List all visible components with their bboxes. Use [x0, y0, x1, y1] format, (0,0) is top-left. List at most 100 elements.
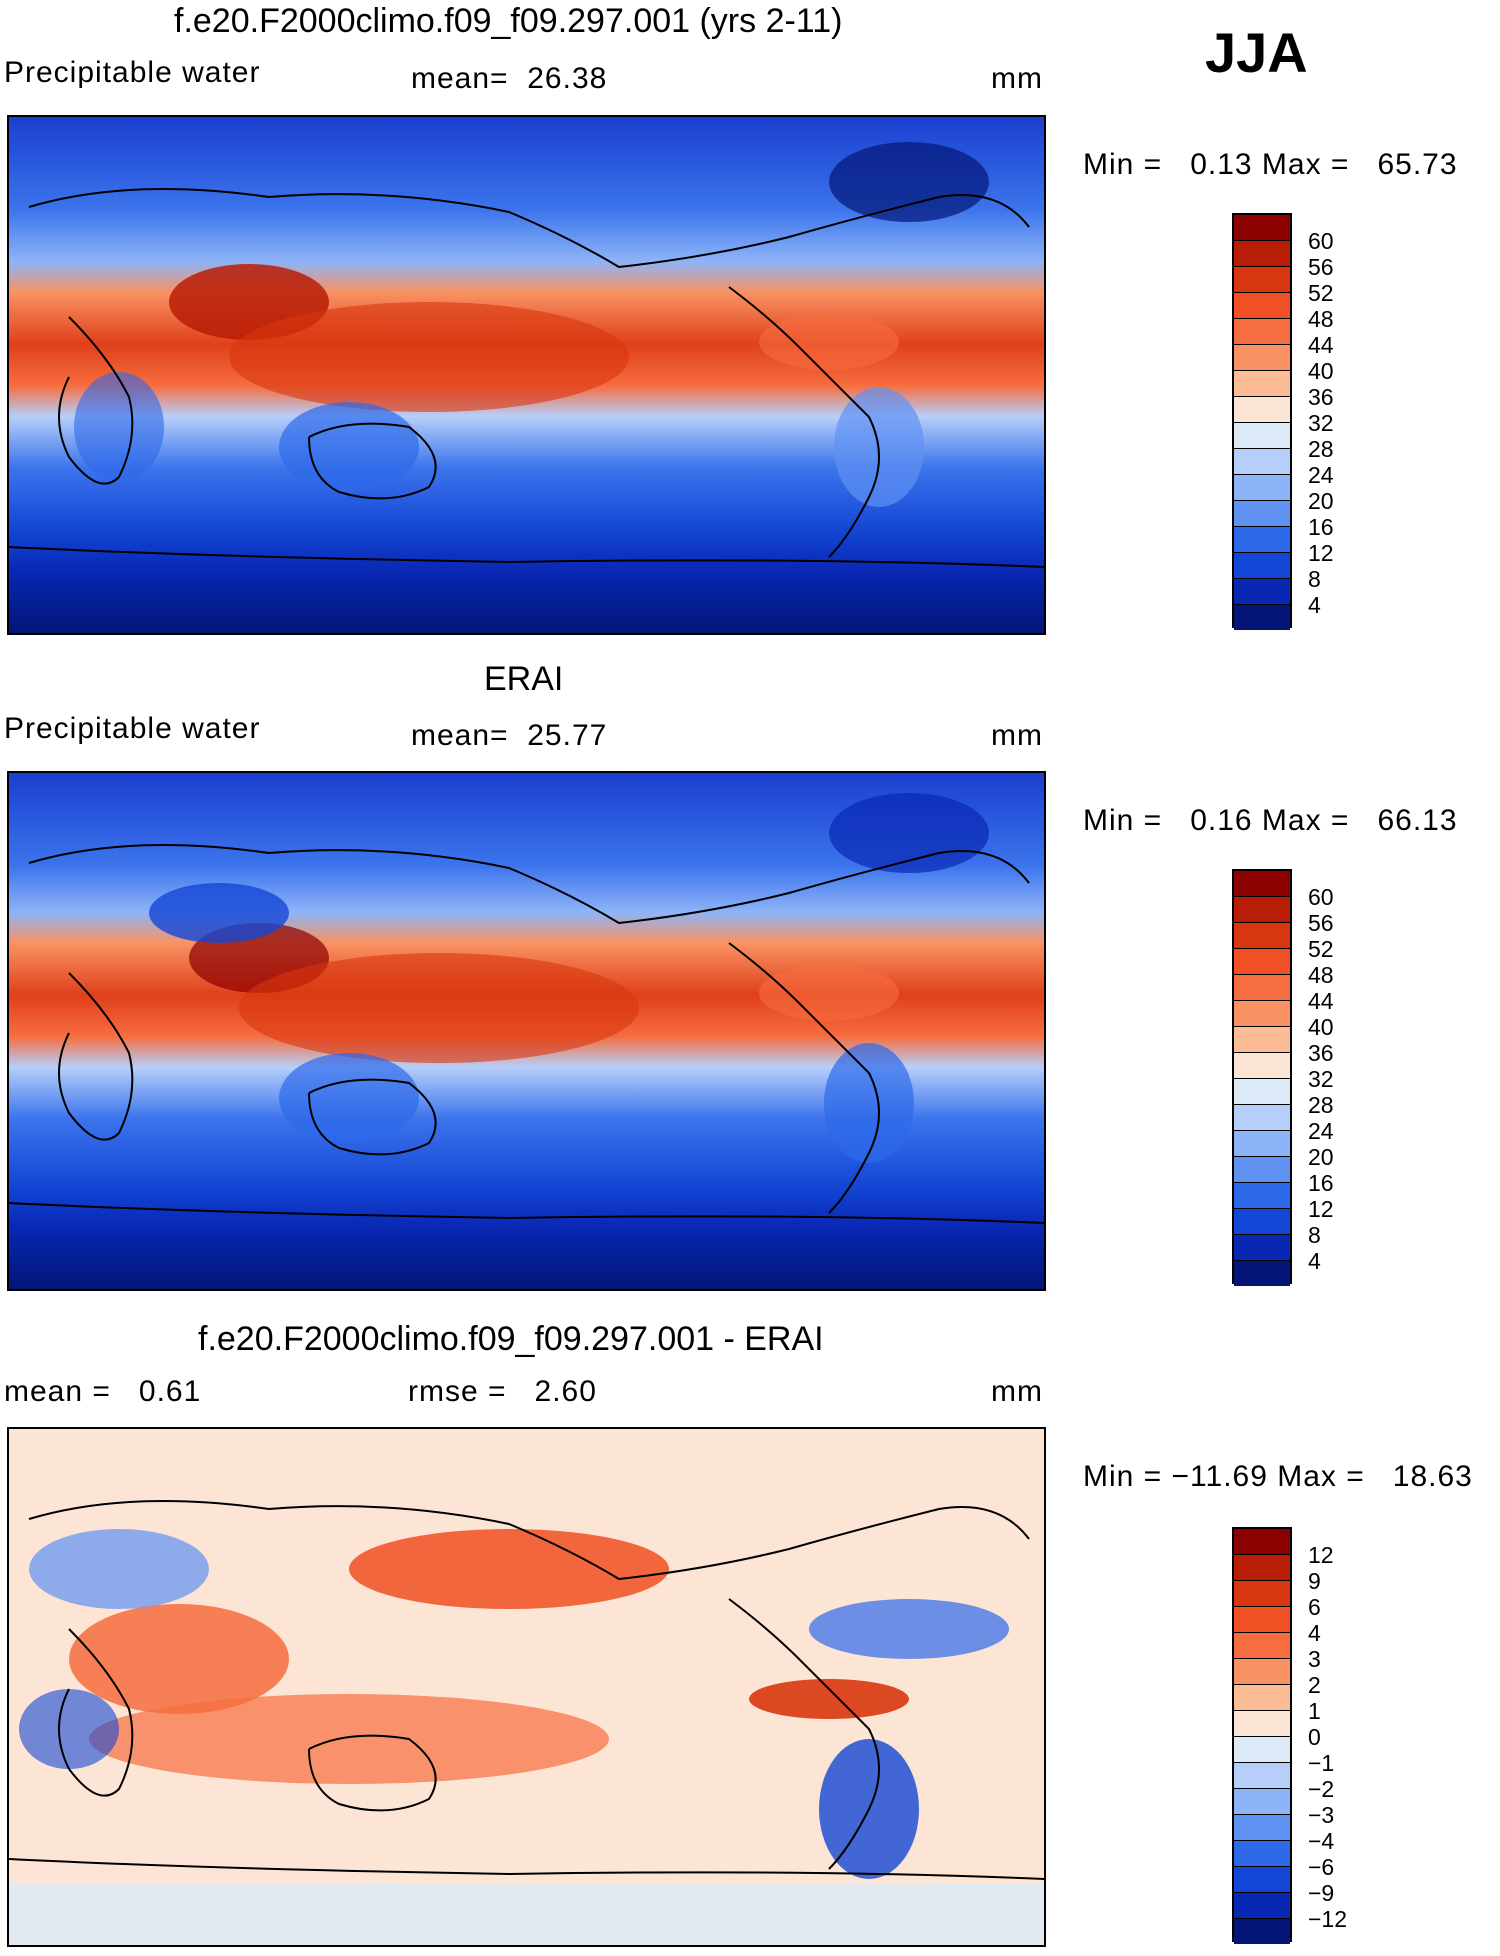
colorbar-tick: 16: [1308, 1170, 1334, 1196]
colorbar-tick: 56: [1308, 910, 1334, 936]
panel-1-title: f.e20.F2000climo.f09_f09.297.001 (yrs 2-…: [174, 2, 843, 40]
colorbar-swatch: [1234, 1529, 1290, 1555]
colorbar-swatch: [1234, 1685, 1290, 1711]
colorbar-swatch: [1234, 1737, 1290, 1763]
colorbar-swatch: [1234, 527, 1290, 553]
colorbar-swatch: [1234, 1789, 1290, 1815]
colorbar-swatch: [1234, 975, 1290, 1001]
colorbar-tick: 16: [1308, 514, 1334, 540]
colorbar-swatch: [1234, 1659, 1290, 1685]
colorbar-tick: 32: [1308, 1066, 1334, 1092]
colorbar-swatch: [1234, 1763, 1290, 1789]
panel-2-minmax: Min = 0.16 Max = 66.13: [1083, 804, 1458, 837]
panel-1-map: [7, 115, 1046, 635]
panel-1-colorbar: [1232, 213, 1292, 630]
panel-3-units: mm: [991, 1375, 1043, 1408]
panel-3-title: f.e20.F2000climo.f09_f09.297.001 - ERAI: [198, 1320, 824, 1358]
colorbar-swatch: [1234, 241, 1290, 267]
colorbar-swatch: [1234, 579, 1290, 605]
colorbar-swatch: [1234, 1183, 1290, 1209]
colorbar-swatch: [1234, 345, 1290, 371]
colorbar-tick: 60: [1308, 884, 1334, 910]
colorbar-swatch: [1234, 1157, 1290, 1183]
colorbar-swatch: [1234, 1711, 1290, 1737]
season-label: JJA: [1205, 21, 1308, 84]
colorbar-swatch: [1234, 397, 1290, 423]
colorbar-swatch: [1234, 215, 1290, 241]
colorbar-tick: 60: [1308, 228, 1334, 254]
colorbar-swatch: [1234, 1079, 1290, 1105]
colorbar-swatch: [1234, 1105, 1290, 1131]
colorbar-tick: −12: [1308, 1906, 1348, 1932]
colorbar-swatch: [1234, 267, 1290, 293]
colorbar-swatch: [1234, 1919, 1290, 1944]
colorbar-tick: 12: [1308, 540, 1334, 566]
panel-2-colorbar: [1232, 869, 1292, 1286]
colorbar-swatch: [1234, 1581, 1290, 1607]
colorbar-tick: 36: [1308, 384, 1334, 410]
colorbar-tick: 56: [1308, 254, 1334, 280]
colorbar-swatch: [1234, 871, 1290, 897]
colorbar-tick: 24: [1308, 1118, 1334, 1144]
panel-3-colorbar: [1232, 1527, 1292, 1944]
colorbar-swatch: [1234, 1001, 1290, 1027]
colorbar-swatch: [1234, 1131, 1290, 1157]
colorbar-swatch: [1234, 1841, 1290, 1867]
colorbar-tick: 4: [1308, 592, 1321, 618]
colorbar-swatch: [1234, 1607, 1290, 1633]
colorbar-swatch: [1234, 1027, 1290, 1053]
colorbar-swatch: [1234, 1261, 1290, 1286]
colorbar-swatch: [1234, 1053, 1290, 1079]
colorbar-swatch: [1234, 1815, 1290, 1841]
colorbar-tick: 28: [1308, 436, 1334, 462]
colorbar-tick: 44: [1308, 988, 1334, 1014]
panel-2-units: mm: [991, 719, 1043, 752]
colorbar-swatch: [1234, 371, 1290, 397]
colorbar-tick: 40: [1308, 358, 1334, 384]
colorbar-tick: −6: [1308, 1854, 1335, 1880]
colorbar-swatch: [1234, 293, 1290, 319]
panel-3-map: [7, 1427, 1046, 1947]
colorbar-swatch: [1234, 423, 1290, 449]
panel-3-rmse-label: rmse = 2.60: [408, 1375, 597, 1408]
colorbar-tick: −1: [1308, 1750, 1335, 1776]
colorbar-tick: 8: [1308, 566, 1321, 592]
colorbar-tick: 12: [1308, 1196, 1334, 1222]
panel-3-minmax: Min = −11.69 Max = 18.63: [1083, 1460, 1473, 1493]
colorbar-swatch: [1234, 1209, 1290, 1235]
colorbar-tick: 8: [1308, 1222, 1321, 1248]
colorbar-swatch: [1234, 1235, 1290, 1261]
panel-1-units: mm: [991, 62, 1043, 95]
panel-3-mean-label: mean = 0.61: [4, 1375, 202, 1408]
colorbar-swatch: [1234, 1633, 1290, 1659]
colorbar-tick: 9: [1308, 1568, 1321, 1594]
colorbar-swatch: [1234, 449, 1290, 475]
panel-1-minmax: Min = 0.13 Max = 65.73: [1083, 148, 1458, 181]
colorbar-tick: 48: [1308, 962, 1334, 988]
colorbar-tick: 52: [1308, 936, 1334, 962]
colorbar-tick: 40: [1308, 1014, 1334, 1040]
colorbar-tick: 4: [1308, 1248, 1321, 1274]
colorbar-swatch: [1234, 897, 1290, 923]
colorbar-tick: −9: [1308, 1880, 1335, 1906]
colorbar-swatch: [1234, 501, 1290, 527]
panel-1-mean-label: mean= 26.38: [411, 62, 608, 95]
colorbar-swatch: [1234, 319, 1290, 345]
colorbar-tick: 0: [1308, 1724, 1321, 1750]
colorbar-tick: 12: [1308, 1542, 1334, 1568]
colorbar-swatch: [1234, 553, 1290, 579]
colorbar-swatch: [1234, 605, 1290, 630]
colorbar-tick: 4: [1308, 1620, 1321, 1646]
colorbar-tick: −3: [1308, 1802, 1335, 1828]
colorbar-tick: 44: [1308, 332, 1334, 358]
colorbar-tick: 32: [1308, 410, 1334, 436]
colorbar-tick: 3: [1308, 1646, 1321, 1672]
colorbar-swatch: [1234, 1867, 1290, 1893]
panel-2-variable-label: Precipitable water: [4, 712, 261, 745]
colorbar-tick: 6: [1308, 1594, 1321, 1620]
panel-1-variable-label: Precipitable water: [4, 56, 261, 89]
panel-2-map: [7, 771, 1046, 1291]
colorbar-tick: 24: [1308, 462, 1334, 488]
panel-2-mean-label: mean= 25.77: [411, 719, 608, 752]
colorbar-tick: 48: [1308, 306, 1334, 332]
